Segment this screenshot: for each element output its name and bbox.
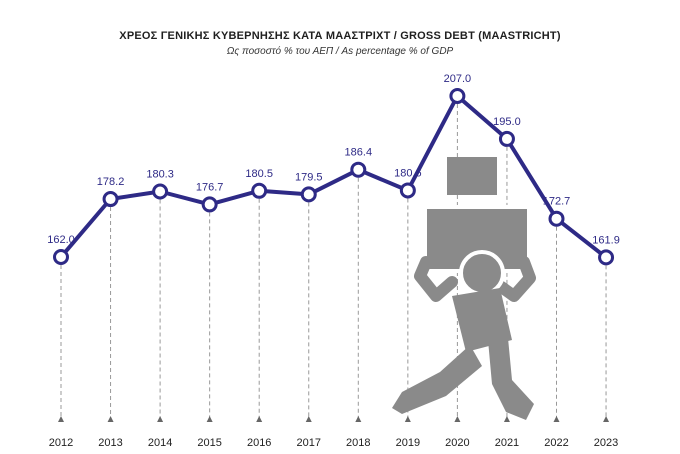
data-point-2014 [152,183,169,200]
data-point-2019 [399,182,416,199]
data-point-2016 [251,182,268,199]
axis-tick-2013 [107,416,114,422]
axis-tick-2016 [256,416,263,422]
chart-title: ΧΡΕΟΣ ΓΕΝΙΚΗΣ ΚΥΒΕΡΝΗΣΗΣ ΚΑΤΑ ΜΑΑΣΤΡΙΧΤ … [119,30,561,42]
x-tick-label-2014: 2014 [148,437,172,449]
x-tick-label-2018: 2018 [346,437,370,449]
data-point-2012 [53,249,69,265]
axis-tick-2015 [206,416,213,422]
x-tick-label-2021: 2021 [495,437,519,449]
data-label-2018: 186.4 [345,147,373,159]
data-point-2013 [102,191,119,208]
data-point-2020 [449,88,466,104]
data-point-2021 [498,130,515,147]
data-label-2023: 161.9 [592,234,620,246]
data-label-2022: 172.7 [543,196,571,208]
series-line [59,94,608,260]
data-label-2020: 207.0 [444,73,472,85]
data-label-2013: 178.2 [97,176,125,188]
axis-tick-2023 [603,416,610,422]
x-axis-labels: 2012 2013 2014 2015 2016 2017 2018 2019 2020 2021… [49,437,619,449]
data-point-2022 [548,210,565,227]
data-label-2016: 180.5 [245,168,273,180]
axis-tick-2022 [553,416,560,422]
x-tick-label-2012: 2012 [49,437,73,449]
x-tick-label-2013: 2013 [98,437,122,449]
data-label-2021: 195.0 [493,116,521,128]
x-tick-label-2019: 2019 [396,437,420,449]
axis-tick-2020 [454,416,461,422]
axis-tick-2017 [305,416,312,422]
chart-subtitle: Ως ποσοστό % του ΑΕΠ / As percentage % o… [226,46,454,57]
data-label-2012: 162.0 [47,234,75,246]
x-tick-label-2023: 2023 [594,437,618,449]
x-tick-label-2017: 2017 [297,437,321,449]
x-tick-label-2022: 2022 [544,437,568,449]
data-label-2019: 180.6 [394,167,422,179]
x-tick-label-2016: 2016 [247,437,271,449]
x-tick-label-2020: 2020 [445,437,469,449]
axis-tick-2018 [355,416,362,422]
person-carrying-boxes-icon [392,157,536,420]
axis-tick-2012 [58,416,64,422]
axis-tick-2021 [503,416,510,422]
data-label-2017: 179.5 [295,171,323,183]
data-label-2014: 180.3 [146,169,174,181]
axis-tick-2014 [157,416,164,422]
data-labels: 162.0 178.2 180.3 176.7 180.5 179.5 186.4 180.6… [47,73,620,246]
axis-tick-2019 [404,416,411,422]
data-point-2018 [350,161,367,178]
data-point-2017 [300,186,317,203]
data-label-2015: 176.7 [196,181,224,193]
data-point-2015 [201,196,218,213]
markers [53,88,615,266]
data-point-2023 [598,249,615,266]
x-tick-label-2015: 2015 [197,437,221,449]
